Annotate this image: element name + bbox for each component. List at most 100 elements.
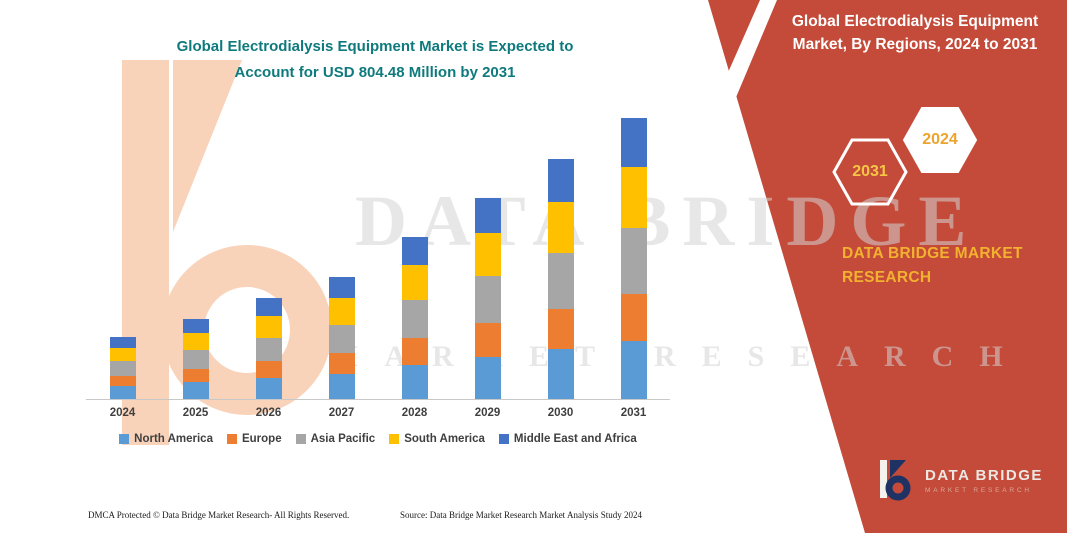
bar-segment	[547, 159, 574, 202]
x-axis-line	[86, 399, 670, 400]
legend-label: Europe	[241, 433, 282, 445]
legend-marker	[295, 434, 306, 444]
legend-item: South America	[389, 433, 485, 445]
legend-item: Asia Pacific	[295, 433, 376, 445]
legend-label: South America	[404, 433, 485, 445]
hexagon-2024-label: 2024	[922, 131, 958, 148]
bar-2028	[401, 236, 428, 399]
x-axis-label: 2031	[620, 407, 647, 419]
bar-slot	[159, 118, 232, 399]
company-logo: DATA BRIDGE MARKET RESEARCH	[876, 458, 1043, 502]
red-panel-main	[708, 0, 1067, 533]
databridge-b-icon	[880, 460, 911, 501]
bar-slot	[597, 118, 670, 399]
logo-subtitle: MARKET RESEARCH	[925, 486, 1032, 494]
bar-segment	[401, 300, 428, 338]
brand-text-line2: RESEARCH	[842, 269, 932, 286]
hexagon-2031-label: 2031	[852, 163, 888, 180]
hexagon-2024	[902, 107, 978, 173]
page-title: Global Electrodialysis Equipment Market …	[140, 34, 610, 86]
bar-segment	[109, 347, 136, 361]
peach-b-flag	[173, 60, 242, 232]
bar-2024	[109, 336, 136, 399]
bar-segment	[620, 167, 647, 229]
bar-segment	[401, 236, 428, 266]
x-axis-label: 2028	[401, 407, 428, 419]
x-axis-label: 2030	[547, 407, 574, 419]
bar-segment	[328, 298, 355, 325]
bar-segment	[620, 118, 647, 168]
chart-legend: North America Europe Asia Pacific South Ame…	[86, 433, 670, 445]
bar-segment	[255, 316, 282, 338]
legend-item: Europe	[226, 433, 282, 445]
bar-segment	[620, 340, 647, 399]
legend-label: Asia Pacific	[310, 433, 376, 445]
panel-title-line1: Global Electrodialysis Equipment	[791, 13, 1039, 30]
bar-segment	[182, 382, 209, 399]
x-axis-labels: 2024 2025 2026 2027 2028 2029 2030 2031	[86, 407, 670, 419]
bar-segment	[474, 323, 501, 358]
x-axis-label: 2027	[328, 407, 355, 419]
bar-segment	[255, 337, 282, 362]
bar-segment	[620, 228, 647, 294]
bar-2030	[547, 159, 574, 399]
red-panel-white-slash	[697, 0, 777, 152]
bar-segment	[182, 332, 209, 350]
legend-label: North America	[134, 433, 213, 445]
bar-segment	[547, 349, 574, 399]
b-icon-flag	[890, 460, 906, 478]
logo-text: DATA BRIDGE MARKET RESEARCH	[925, 467, 1043, 494]
bar-segment	[255, 378, 282, 399]
b-icon-ring	[885, 475, 911, 501]
legend-marker	[119, 434, 130, 444]
legend-item: Middle East and Africa	[498, 433, 637, 445]
stacked-bar-chart: 2024 2025 2026 2027 2028 2029 2030 2031 North A…	[86, 118, 670, 445]
footer-source-text: Source: Data Bridge Market Research Mark…	[400, 510, 642, 520]
brand-text: DATA BRIDGE MARKET RESEARCH	[842, 242, 1023, 290]
bar-segment	[109, 336, 136, 348]
bar-segment	[328, 277, 355, 299]
bar-segment	[182, 368, 209, 383]
bar-segment	[109, 386, 136, 399]
legend-marker	[389, 434, 400, 444]
logo-title: DATA BRIDGE	[925, 466, 1043, 484]
bar-segment	[620, 293, 647, 341]
legend-item: North America	[119, 433, 213, 445]
bar-segment	[474, 357, 501, 399]
bar-segment	[328, 324, 355, 353]
bar-segment	[182, 349, 209, 369]
bar-segment	[182, 318, 209, 333]
legend-marker	[226, 434, 237, 444]
bar-segment	[401, 265, 428, 301]
brand-text-line1: DATA BRIDGE MARKET	[842, 245, 1023, 262]
x-axis-label: 2024	[109, 407, 136, 419]
bar-segment	[401, 337, 428, 366]
bar-slot	[86, 118, 159, 399]
bar-segment	[109, 375, 136, 387]
x-axis-label: 2025	[182, 407, 209, 419]
legend-label: Middle East and Africa	[513, 433, 637, 445]
x-axis-label: 2026	[255, 407, 282, 419]
bar-2027	[328, 277, 355, 399]
bar-segment	[328, 373, 355, 399]
page-title-line2: Account for USD 804.48 Million by 2031	[234, 64, 516, 81]
footer-dmca-text: DMCA Protected © Data Bridge Market Rese…	[88, 510, 350, 520]
bar-2025	[182, 318, 209, 399]
bar-segment	[547, 253, 574, 309]
bar-segment	[474, 197, 501, 234]
bar-slot	[451, 118, 524, 399]
bar-segment	[255, 298, 282, 317]
bar-slot	[378, 118, 451, 399]
bar-segment	[401, 365, 428, 399]
bar-segment	[109, 360, 136, 376]
watermark-marketresearch: MARKET RESEARCH	[330, 340, 1029, 373]
bar-segment	[474, 276, 501, 324]
watermark-databridge: DATA BRIDGE	[355, 181, 979, 261]
panel-title-line2: Market, By Regions, 2024 to 2031	[792, 36, 1038, 53]
bar-segment	[255, 361, 282, 379]
page-title-line1: Global Electrodialysis Equipment Market …	[176, 38, 574, 55]
bar-segment	[547, 201, 574, 254]
